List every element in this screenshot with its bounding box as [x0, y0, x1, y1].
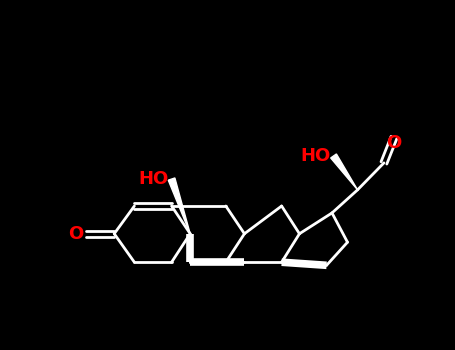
- Text: O: O: [68, 225, 83, 243]
- Text: HO: HO: [300, 147, 330, 165]
- Text: HO: HO: [138, 170, 168, 188]
- Polygon shape: [168, 178, 190, 234]
- Polygon shape: [331, 154, 358, 190]
- Text: O: O: [386, 134, 402, 152]
